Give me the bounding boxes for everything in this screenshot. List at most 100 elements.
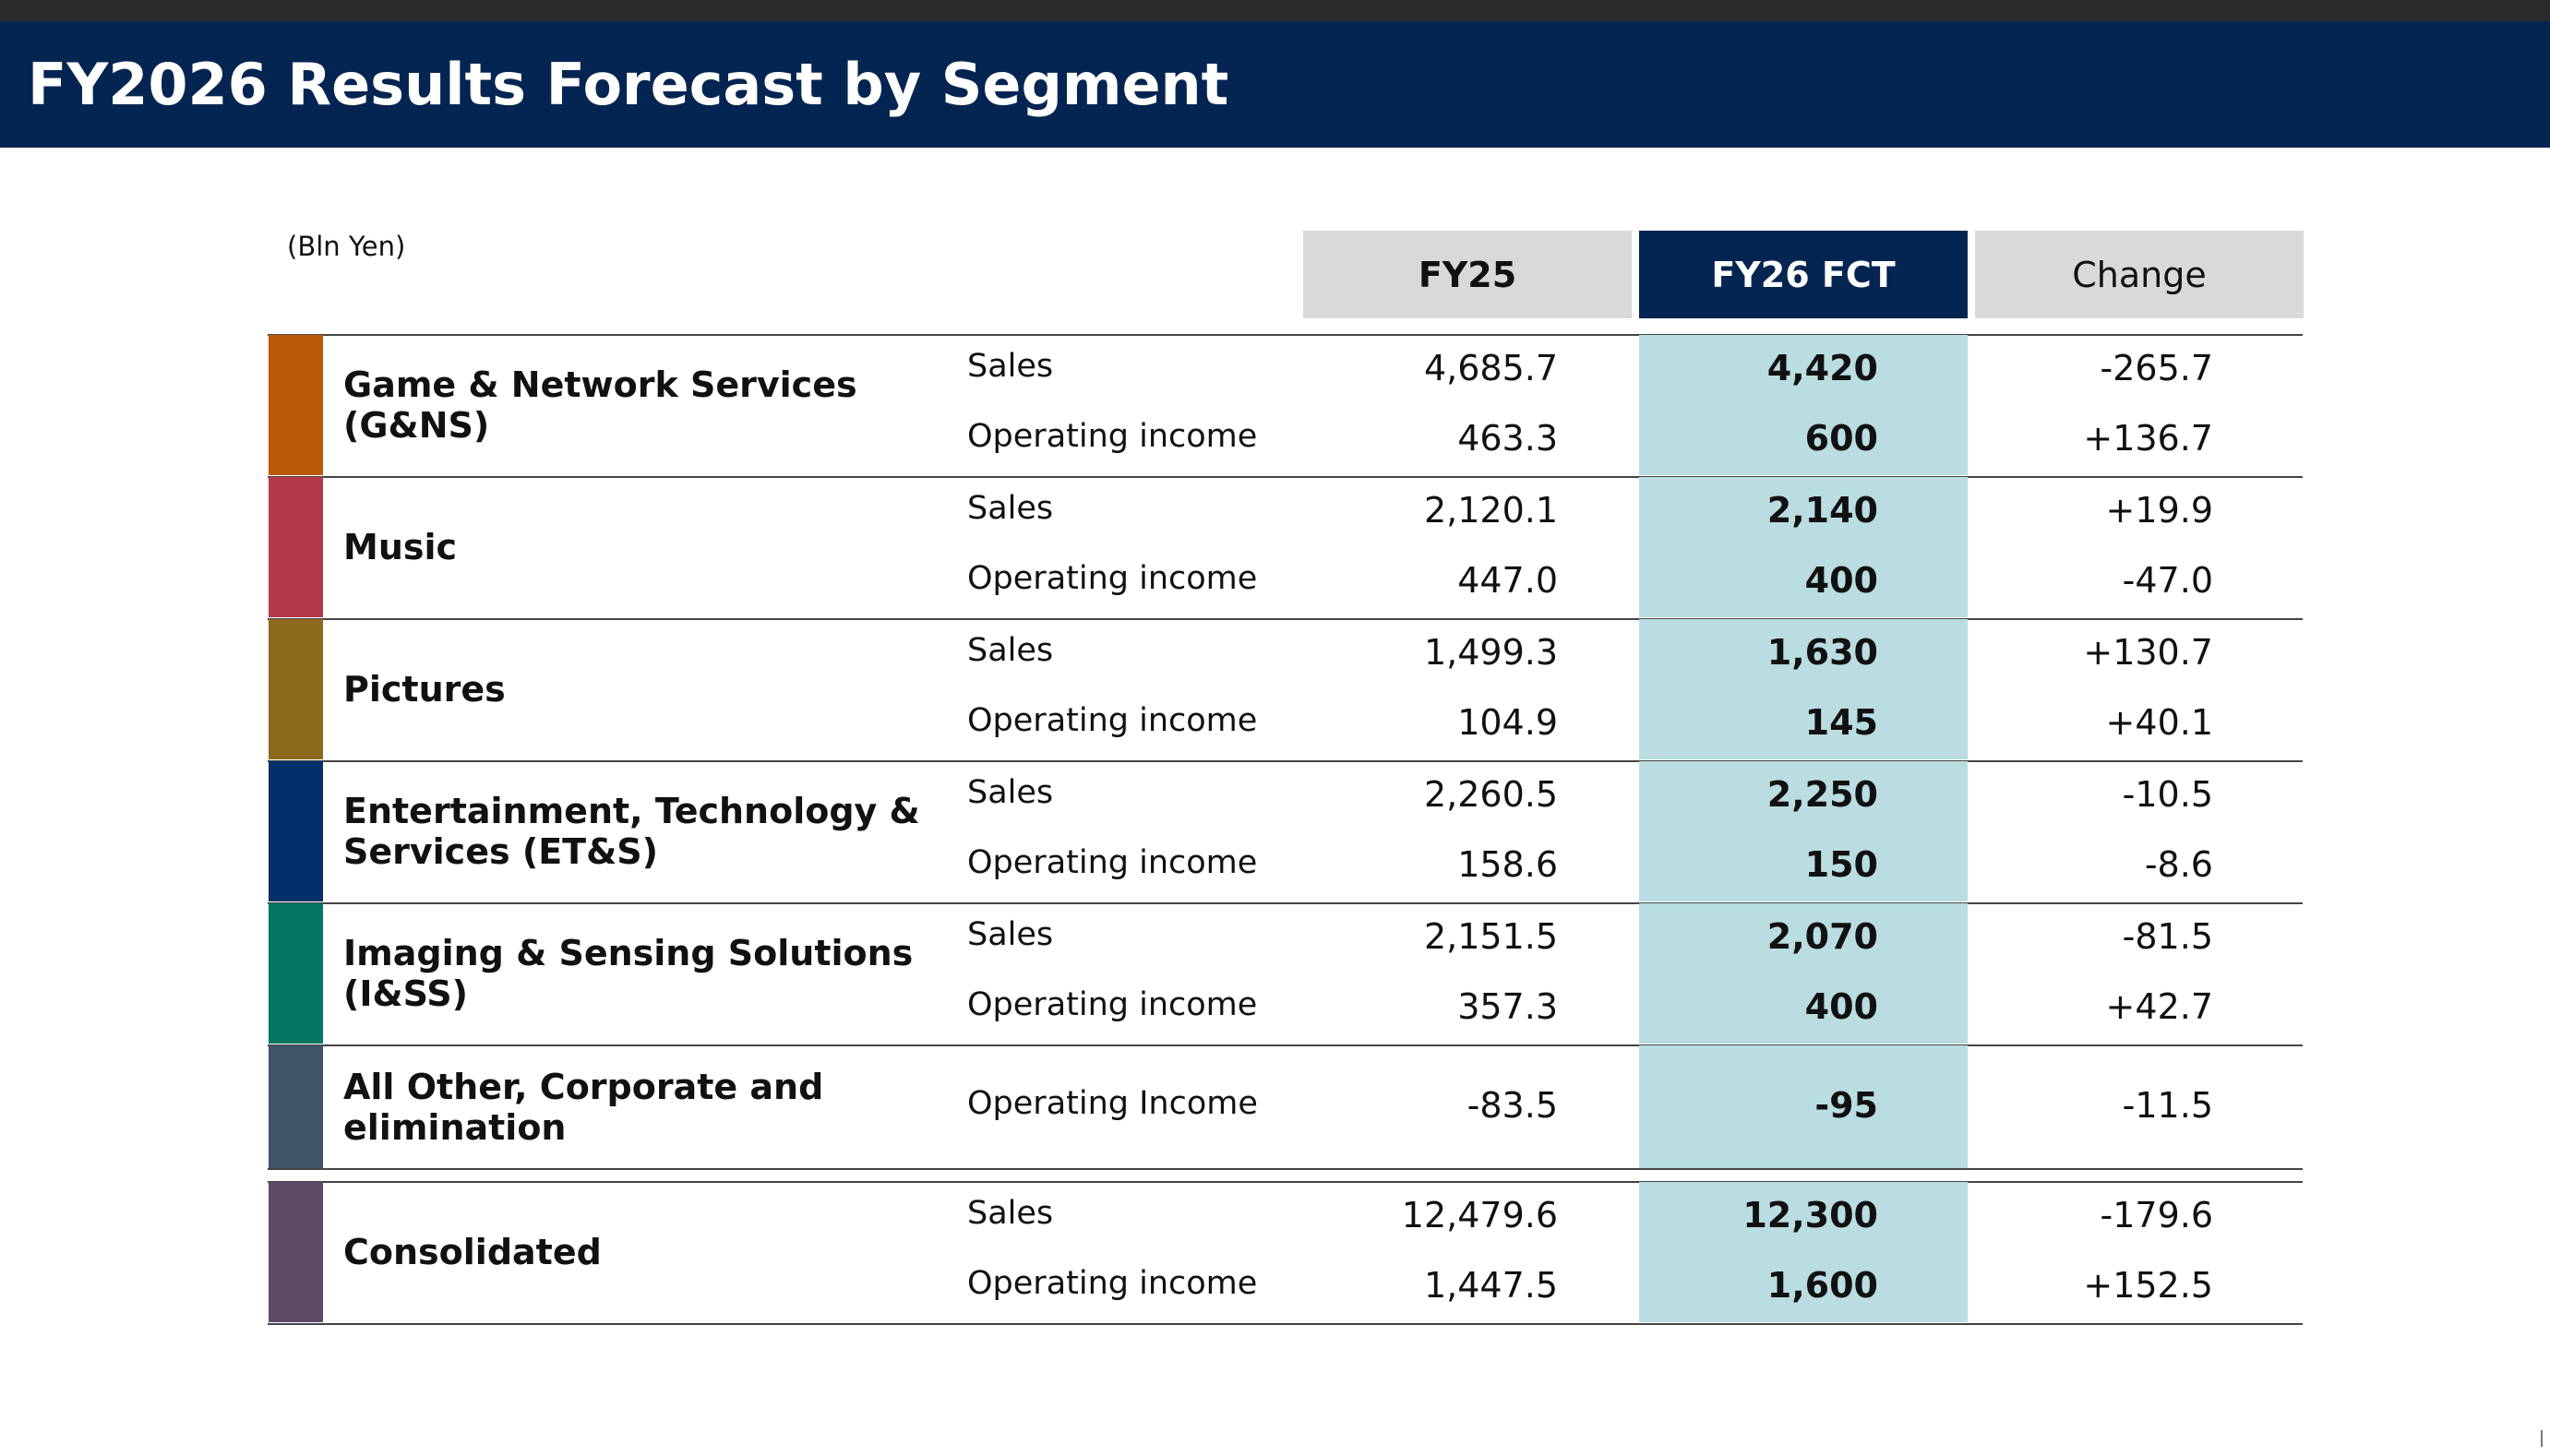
segment-name-line: Entertainment, Technology & xyxy=(343,791,920,831)
value-change: -179.6 xyxy=(2100,1195,2214,1235)
value-fy25: 104.9 xyxy=(1457,702,1558,743)
forecast-column-band xyxy=(1639,1182,1968,1322)
segment-name: All Other, Corporate and elimination xyxy=(343,1045,934,1169)
metric-label: Sales xyxy=(967,632,1054,669)
value-fy25: 12,479.6 xyxy=(1401,1195,1558,1235)
unit-label: (Bln Yen) xyxy=(287,231,406,262)
row-divider xyxy=(268,1168,2303,1170)
segment-color-swatch xyxy=(269,903,323,1044)
value-change: +42.7 xyxy=(2105,986,2213,1027)
value-change: +19.9 xyxy=(2105,490,2213,531)
window-top-strip xyxy=(0,0,2550,21)
segment-color-swatch xyxy=(269,1182,323,1322)
metric-label: Sales xyxy=(967,774,1054,811)
segment-color-swatch xyxy=(269,477,323,617)
row-divider xyxy=(268,1181,2303,1183)
segment-color-swatch xyxy=(269,761,323,901)
segment-name-line: Music xyxy=(343,527,458,567)
value-fy26-fct: -95 xyxy=(1814,1085,1878,1126)
metric-label: Operating income xyxy=(967,560,1258,597)
page-title: FY2026 Results Forecast by Segment xyxy=(28,51,1229,118)
row-divider xyxy=(268,618,2303,620)
value-fy25: 2,151.5 xyxy=(1423,916,1558,957)
row-divider xyxy=(268,476,2303,478)
forecast-column-band xyxy=(1639,477,1968,617)
value-change: -81.5 xyxy=(2122,916,2213,957)
value-fy25: 4,685.7 xyxy=(1423,348,1558,388)
segment-name-line: elimination xyxy=(343,1107,567,1148)
forecast-column-band xyxy=(1639,903,1968,1044)
metric-label: Operating income xyxy=(967,986,1258,1023)
segment-name: Music xyxy=(343,477,934,617)
value-change: -8.6 xyxy=(2144,844,2213,885)
segment-name: Imaging & Sensing Solutions (I&SS) xyxy=(343,903,934,1044)
row-divider xyxy=(268,902,2303,904)
segment-name-line: (G&NS) xyxy=(343,405,490,446)
value-fy25: -83.5 xyxy=(1467,1085,1558,1126)
consolidated-label: Consolidated xyxy=(343,1182,934,1322)
row-divider xyxy=(268,1044,2303,1046)
metric-label: Sales xyxy=(967,348,1054,385)
value-fy25: 357.3 xyxy=(1457,986,1558,1027)
forecast-column-band xyxy=(1639,761,1968,901)
value-fy26-fct: 1,630 xyxy=(1766,632,1878,673)
value-fy26-fct: 2,070 xyxy=(1766,916,1878,957)
title-bar: FY2026 Results Forecast by Segment xyxy=(0,21,2550,148)
segment-name: Game & Network Services (G&NS) xyxy=(343,335,934,475)
metric-label: Sales xyxy=(967,916,1054,953)
value-fy25: 1,499.3 xyxy=(1423,632,1558,673)
metric-label: Operating income xyxy=(967,418,1258,455)
value-fy26-fct: 600 xyxy=(1804,418,1878,459)
row-divider xyxy=(268,760,2303,762)
segment-color-swatch xyxy=(269,619,323,759)
value-change: -265.7 xyxy=(2100,348,2214,388)
value-fy26-fct: 145 xyxy=(1804,702,1878,743)
segment-name-line: (I&SS) xyxy=(343,973,469,1014)
row-divider xyxy=(268,1323,2303,1325)
value-fy26-fct: 4,420 xyxy=(1766,348,1878,388)
value-fy26-fct: 400 xyxy=(1804,560,1878,601)
value-fy26-fct: 150 xyxy=(1804,844,1878,885)
value-fy25: 1,447.5 xyxy=(1423,1265,1558,1306)
value-change: +136.7 xyxy=(2083,418,2213,459)
forecast-column-band xyxy=(1639,619,1968,759)
segment-name-line: All Other, Corporate and xyxy=(343,1067,824,1107)
value-change: -11.5 xyxy=(2122,1085,2213,1126)
column-header-fy25: FY25 xyxy=(1303,231,1632,318)
column-header-change: Change xyxy=(1975,231,2304,318)
value-fy25: 158.6 xyxy=(1457,844,1558,885)
value-fy26-fct: 2,140 xyxy=(1766,490,1878,531)
segment-name-line: Services (ET&S) xyxy=(343,831,658,872)
value-fy25: 2,120.1 xyxy=(1423,490,1558,531)
row-divider xyxy=(268,334,2303,336)
metric-label: Operating income xyxy=(967,702,1258,739)
metric-label: Sales xyxy=(967,1195,1054,1232)
segment-color-swatch xyxy=(269,1045,323,1169)
value-change: +40.1 xyxy=(2105,702,2213,743)
value-change: -10.5 xyxy=(2122,774,2213,815)
value-fy25: 2,260.5 xyxy=(1423,774,1558,815)
column-header-fy26-fct: FY26 FCT xyxy=(1639,231,1968,318)
forecast-column-band xyxy=(1639,335,1968,475)
metric-label: Operating income xyxy=(967,844,1258,881)
segment-name: Entertainment, Technology & Services (ET&… xyxy=(343,761,934,901)
value-fy25: 463.3 xyxy=(1457,418,1558,459)
value-change: +130.7 xyxy=(2083,632,2213,673)
value-change: -47.0 xyxy=(2122,560,2213,601)
metric-label: Sales xyxy=(967,490,1054,527)
segment-color-swatch xyxy=(269,335,323,475)
segment-name-line: Imaging & Sensing Solutions xyxy=(343,933,914,973)
value-fy26-fct: 2,250 xyxy=(1766,774,1878,815)
metric-label: Operating income xyxy=(967,1265,1258,1302)
forecast-column-band xyxy=(1639,1045,1968,1169)
segment-name-line: Pictures xyxy=(343,669,506,710)
metric-label: Operating Income xyxy=(967,1085,1258,1122)
segment-name: Pictures xyxy=(343,619,934,759)
segment-name-line: Game & Network Services xyxy=(343,364,857,405)
value-fy26-fct: 400 xyxy=(1804,986,1878,1027)
value-change: +152.5 xyxy=(2083,1265,2213,1306)
value-fy26-fct: 12,300 xyxy=(1742,1195,1878,1235)
segment-name-line: Consolidated xyxy=(343,1232,602,1272)
corner-marker xyxy=(2541,1430,2543,1447)
value-fy26-fct: 1,600 xyxy=(1766,1265,1878,1306)
